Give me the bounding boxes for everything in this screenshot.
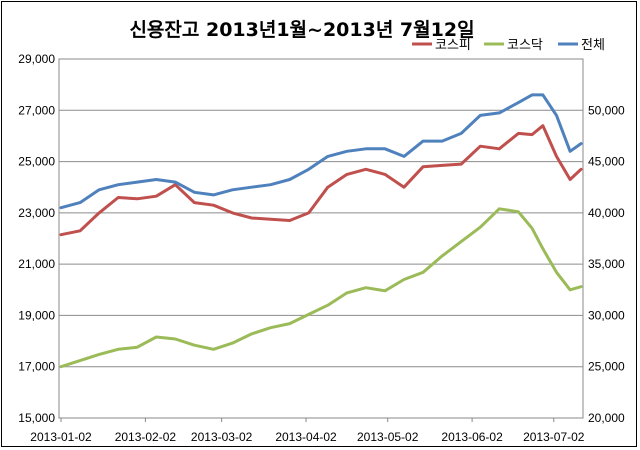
x-tick-label: 2013-01-02 xyxy=(30,430,92,444)
series-line xyxy=(59,207,583,369)
y-left-tick-label: 21,000 xyxy=(18,257,55,271)
y-right-tick-label: 20,000 xyxy=(588,411,625,425)
x-tick-label: 2013-05-02 xyxy=(357,430,419,444)
x-tick-label: 2013-02-02 xyxy=(115,430,177,444)
x-axis: 2013-01-02 2013-02-02 2013-03-02 2013-04-02… xyxy=(30,418,585,444)
series-line xyxy=(59,124,583,237)
series-lines xyxy=(59,93,583,369)
y-left-tick-label: 19,000 xyxy=(18,308,55,322)
series-line xyxy=(59,93,583,210)
y-right-tick-label: 40,000 xyxy=(588,206,625,220)
right-y-axis: 20,000 25,000 30,000 35,000 40,000 45,000 50,0… xyxy=(588,103,625,425)
plot-area xyxy=(58,58,584,419)
y-left-tick-label: 17,000 xyxy=(18,360,55,374)
legend-entry: 코스닥 xyxy=(507,38,543,53)
y-left-tick-label: 27,000 xyxy=(18,103,55,117)
legend: 코스피 코스닥 전체 xyxy=(412,38,605,53)
y-right-tick-label: 45,000 xyxy=(588,155,625,169)
y-left-tick-label: 23,000 xyxy=(18,206,55,220)
legend-entry: 코스피 xyxy=(435,38,471,53)
y-right-tick-label: 35,000 xyxy=(588,257,625,271)
y-right-tick-label: 25,000 xyxy=(588,360,625,374)
x-tick-label: 2013-03-02 xyxy=(191,430,253,444)
y-right-tick-label: 30,000 xyxy=(588,308,625,322)
legend-entry: 전체 xyxy=(581,38,605,53)
x-tick-label: 2013-07-02 xyxy=(523,430,585,444)
left-y-axis: 15,000 17,000 19,000 21,000 23,000 25,000 27,0… xyxy=(18,52,55,425)
y-right-tick-label: 50,000 xyxy=(588,103,625,117)
x-tick-label: 2013-04-02 xyxy=(275,430,337,444)
x-tick-label: 2013-06-02 xyxy=(441,430,503,444)
y-left-tick-label: 29,000 xyxy=(18,52,55,66)
chart-title: 신용잔고 2013년1월~2013년 7월12일 xyxy=(129,19,474,41)
y-left-tick-label: 15,000 xyxy=(18,411,55,425)
y-left-tick-label: 25,000 xyxy=(18,155,55,169)
